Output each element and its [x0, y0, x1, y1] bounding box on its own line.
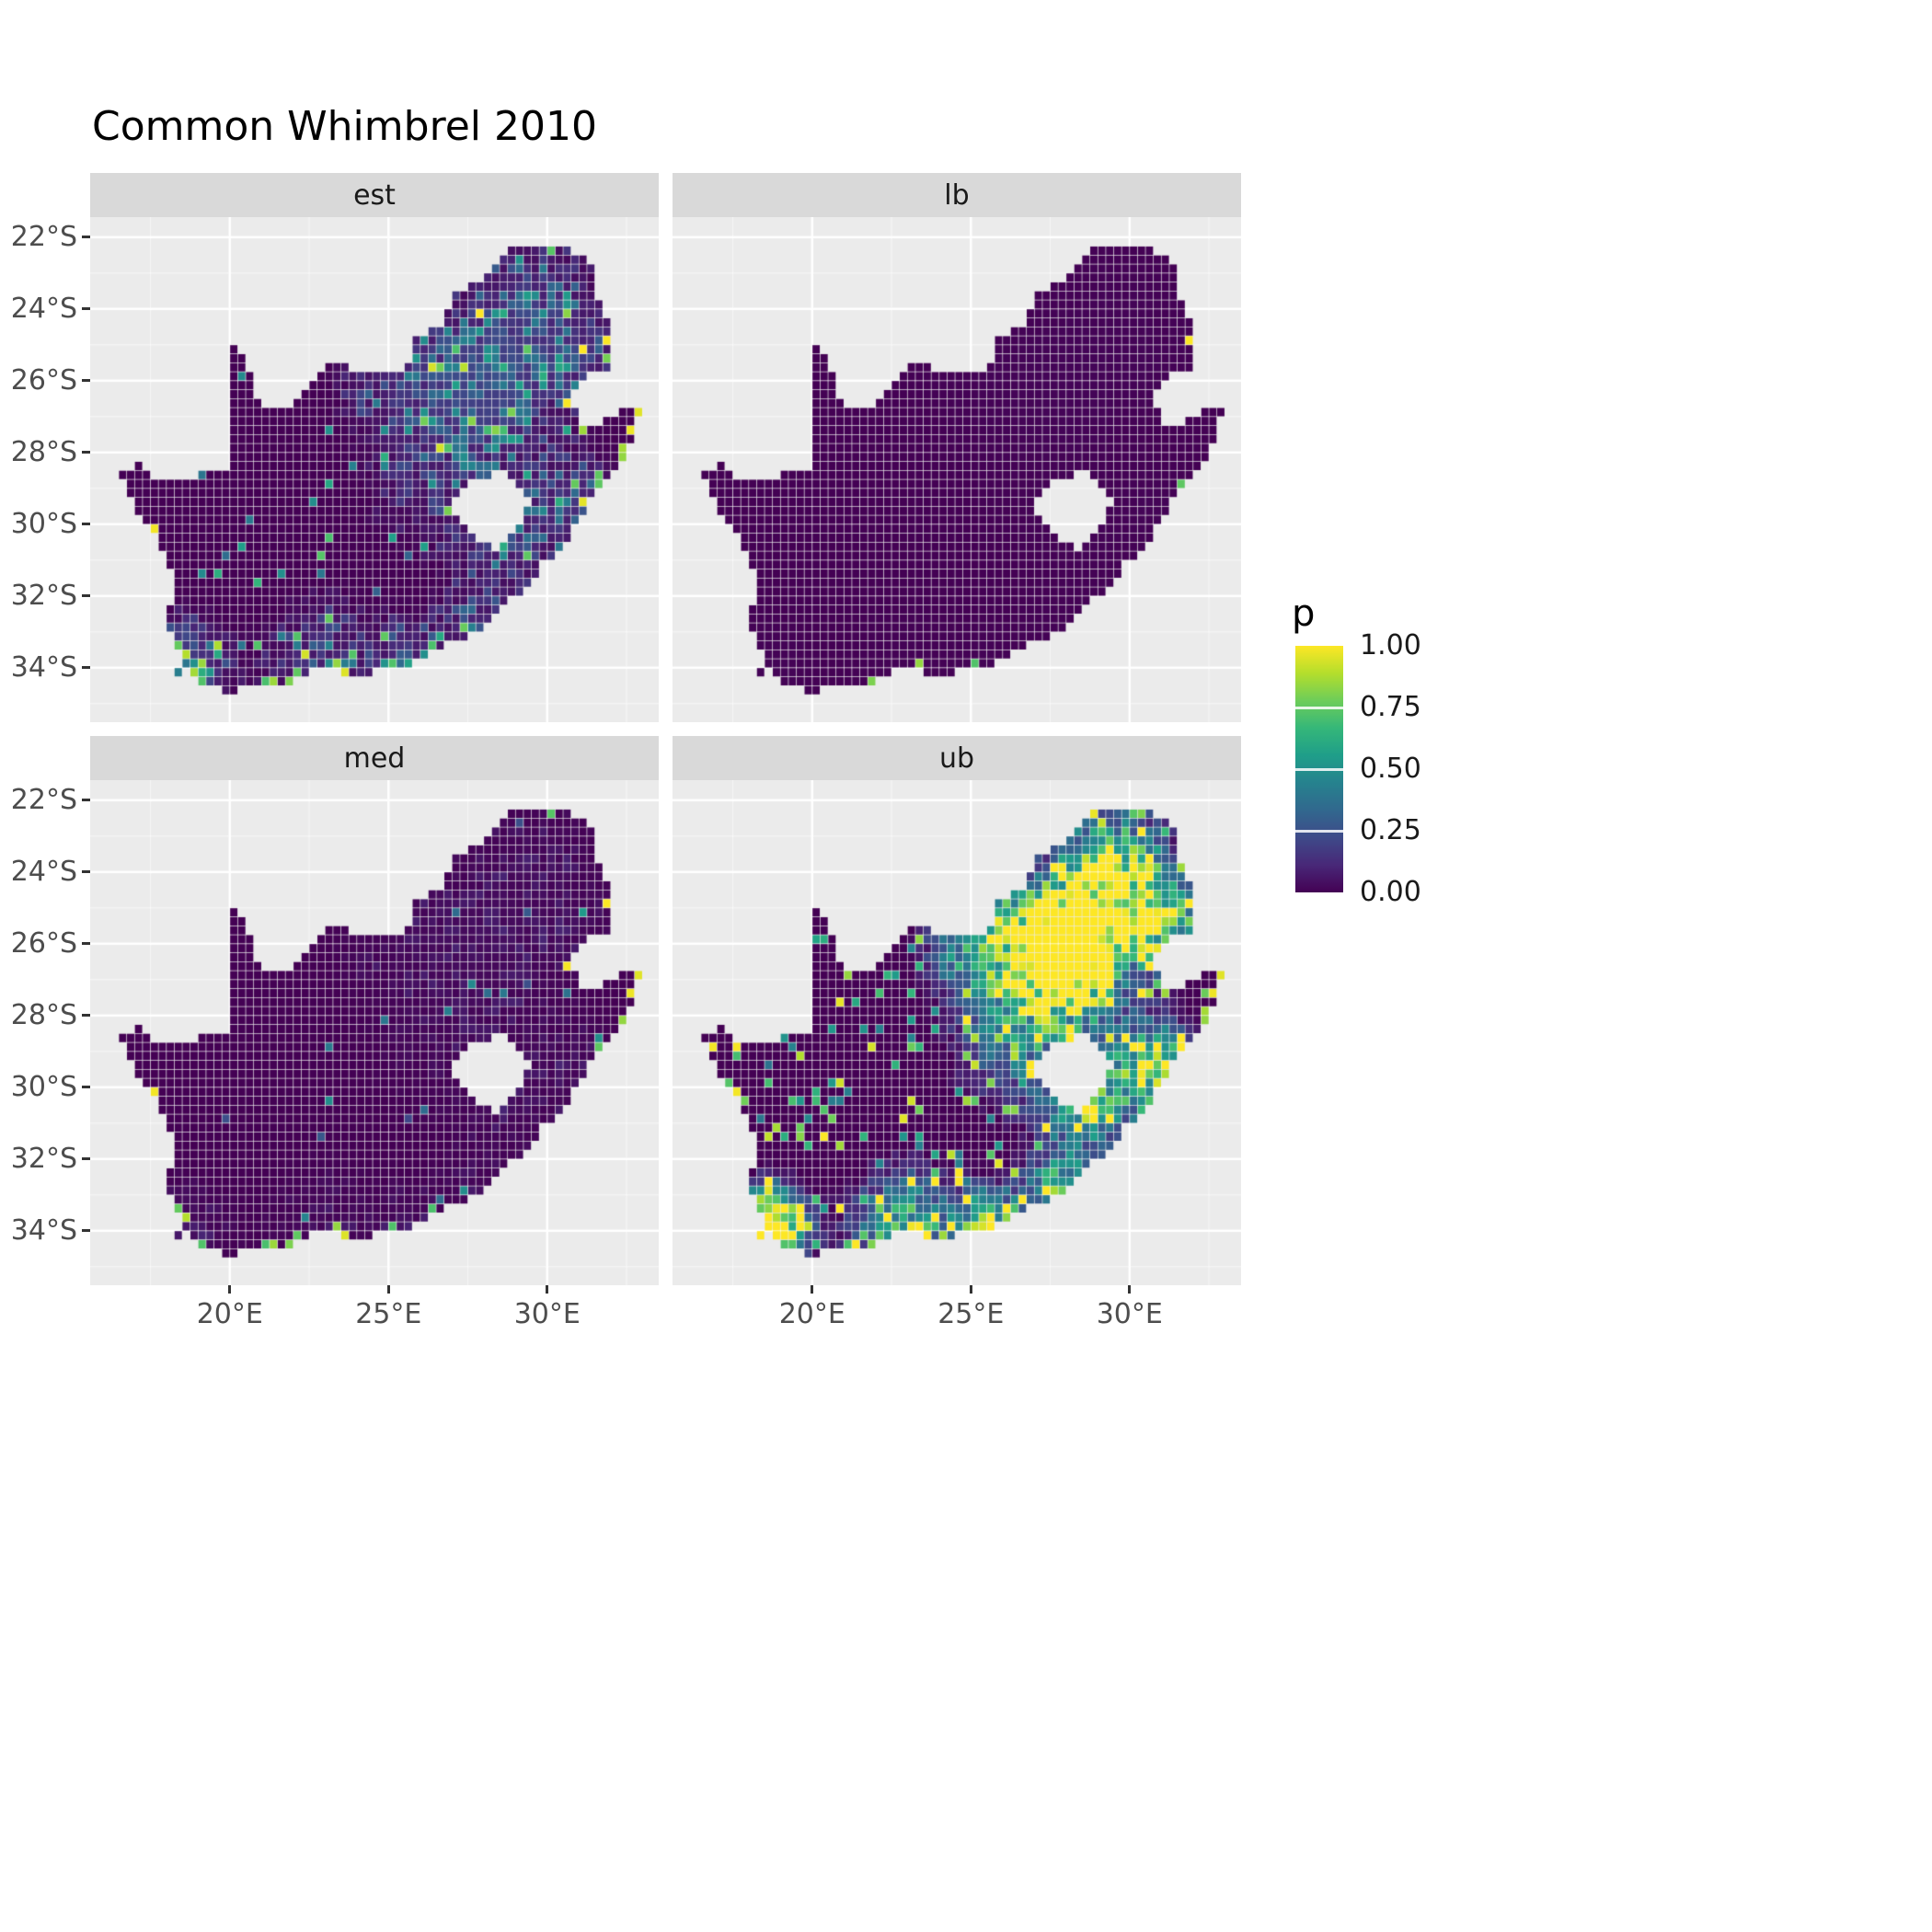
facet-map-ub [673, 780, 1241, 1285]
y-tick-mark [82, 870, 90, 874]
y-tick-label: 32°S [10, 579, 77, 612]
legend-tick-label: 0.00 [1360, 876, 1421, 908]
y-tick-label: 32°S [10, 1142, 77, 1175]
legend-tick-label: 1.00 [1360, 629, 1421, 661]
facet-strip-label: lb [944, 178, 970, 212]
facet-panel-ub [673, 780, 1241, 1285]
facet-strip-lb: lb [673, 173, 1241, 217]
facet-map-est [90, 217, 659, 722]
y-tick-label: 22°S [10, 783, 77, 816]
plot-title: Common Whimbrel 2010 [92, 103, 597, 150]
facet-map-lb [673, 217, 1241, 722]
y-tick-label: 24°S [10, 855, 77, 888]
legend-tick-label: 0.75 [1360, 691, 1421, 723]
y-tick-mark [82, 523, 90, 526]
y-tick-mark [82, 942, 90, 946]
x-tick-label: 25°E [355, 1298, 422, 1330]
facet-strip-med: med [90, 736, 659, 780]
y-tick-mark [82, 236, 90, 239]
legend-tick-mark [1295, 767, 1343, 771]
y-tick-label: 26°S [10, 363, 77, 397]
y-tick-mark [82, 666, 90, 670]
x-tick-label: 25°E [937, 1298, 1005, 1330]
facet-strip-est: est [90, 173, 659, 217]
x-tick-mark [546, 1285, 549, 1294]
facet-panel-est [90, 217, 659, 722]
y-tick-label: 24°S [10, 292, 77, 325]
facet-strip-label: med [343, 742, 406, 775]
y-tick-mark [82, 379, 90, 383]
y-tick-mark [82, 1157, 90, 1161]
facet-strip-label: ub [938, 742, 975, 775]
y-tick-mark [82, 451, 90, 454]
y-tick-mark [82, 1229, 90, 1233]
y-tick-mark [82, 594, 90, 598]
legend-tick-mark [1295, 829, 1343, 833]
facet-strip-label: est [353, 178, 396, 212]
y-tick-mark [82, 307, 90, 311]
facet-panel-med [90, 780, 659, 1285]
x-tick-mark [969, 1285, 972, 1294]
y-tick-label: 28°S [10, 998, 77, 1031]
x-tick-mark [1128, 1285, 1132, 1294]
x-tick-label: 20°E [196, 1298, 263, 1330]
facet-panel-lb [673, 217, 1241, 722]
x-tick-label: 30°E [513, 1298, 581, 1330]
y-tick-mark [82, 799, 90, 802]
y-tick-label: 30°S [10, 1070, 77, 1103]
y-tick-label: 22°S [10, 220, 77, 253]
y-tick-label: 34°S [10, 1213, 77, 1247]
y-tick-label: 34°S [10, 650, 77, 684]
y-tick-label: 30°S [10, 507, 77, 540]
facet-strip-ub: ub [673, 736, 1241, 780]
x-tick-label: 30°E [1096, 1298, 1163, 1330]
x-tick-mark [228, 1285, 232, 1294]
y-tick-mark [82, 1014, 90, 1018]
x-tick-label: 20°E [778, 1298, 845, 1330]
legend-tick-label: 0.25 [1360, 814, 1421, 846]
y-tick-label: 26°S [10, 926, 77, 960]
legend-tick-mark [1295, 706, 1343, 709]
x-tick-mark [811, 1285, 814, 1294]
x-tick-mark [386, 1285, 390, 1294]
y-tick-mark [82, 1086, 90, 1089]
y-tick-label: 28°S [10, 435, 77, 468]
legend-title: p [1292, 592, 1316, 635]
legend-tick-label: 0.50 [1360, 753, 1421, 785]
facet-map-med [90, 780, 659, 1285]
